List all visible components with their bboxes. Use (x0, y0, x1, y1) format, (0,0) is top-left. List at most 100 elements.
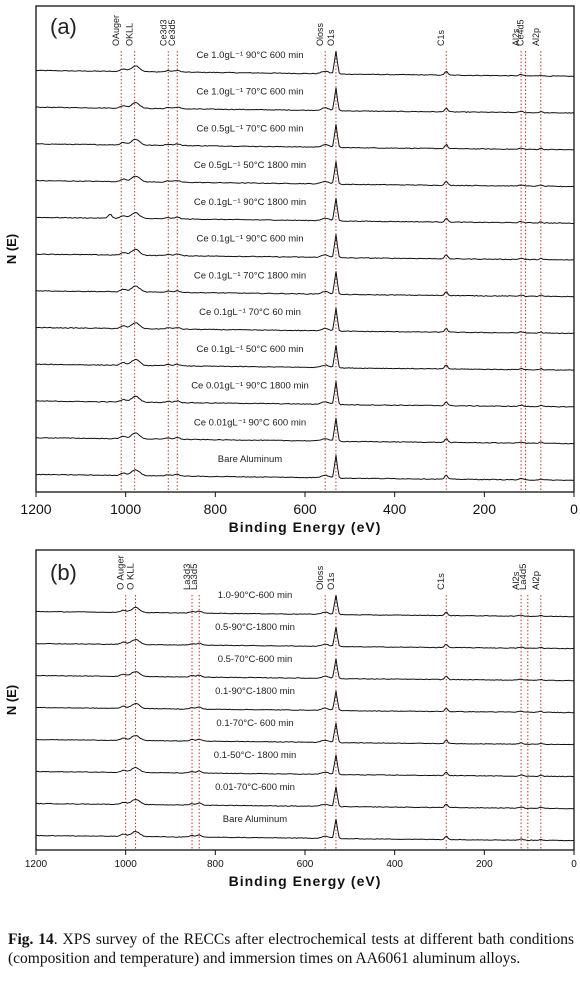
x-tick-label: 1000 (110, 501, 141, 517)
series-line (35, 455, 575, 482)
peak-label: Al2p (531, 28, 541, 46)
series-11: Bare Aluminum (35, 454, 575, 482)
peak-label: O1s (326, 572, 337, 590)
x-tick-label: 800 (207, 859, 224, 870)
series-1: Ce 1.0gL⁻¹ 70°C 600 min (35, 87, 575, 114)
series-line (36, 417, 574, 445)
series-label: Ce 0.1gL⁻¹ 90°C 600 min (196, 234, 303, 245)
series-label: Ce 0.5gL⁻¹ 50°C 1800 min (194, 160, 306, 171)
series-3: Ce 0.5gL⁻¹ 50°C 1800 min (35, 160, 575, 188)
caption-label: Fig. 14 (8, 931, 54, 948)
series-0: 1.0-90°C-600 min (36, 590, 575, 618)
series-line (35, 786, 575, 810)
x-axis-label: Binding Energy (eV) (229, 519, 382, 535)
peak-label: La3d5 (189, 564, 200, 590)
panel-label: (b) (50, 560, 77, 585)
series-5: 0.1-50°C- 1800 min (35, 750, 575, 778)
series-line (35, 124, 575, 151)
x-tick-label: 400 (383, 501, 407, 517)
y-axis-label: N (E) (4, 234, 19, 264)
series-line (35, 345, 575, 371)
series-8: Ce 0.1gL⁻¹ 50°C 600 min (35, 344, 575, 371)
series-6: 0.01-70°C-600 min (35, 782, 575, 810)
series-label: Ce 0.1gL⁻¹ 50°C 600 min (196, 344, 303, 355)
series-5: Ce 0.1gL⁻¹ 90°C 600 min (35, 234, 574, 261)
series-label: Ce 0.1gL⁻¹ 90°C 1800 min (194, 197, 306, 208)
series-label: Ce 0.1gL⁻¹ 70°C 1800 min (194, 270, 306, 281)
peak-label: C1s (436, 573, 447, 590)
series-1: 0.5-90°C-1800 min (36, 622, 575, 650)
x-tick-label: 1000 (115, 859, 138, 870)
series-line (35, 271, 575, 298)
x-tick-label: 1200 (20, 501, 51, 517)
x-tick-label: 200 (473, 501, 497, 517)
series-line (35, 307, 575, 335)
x-tick-label: 600 (297, 859, 314, 870)
peak-label: O KLL (126, 563, 137, 590)
series-label: 1.0-90°C-600 min (218, 590, 293, 601)
series-line (35, 658, 575, 682)
series-line (35, 197, 575, 225)
peak-label: Ce3d5 (167, 19, 177, 46)
series-label: 0.5-90°C-1800 min (215, 622, 295, 633)
series-label: Bare Aluminum (218, 454, 283, 465)
series-label: Ce 0.01gL⁻¹ 90°C 600 min (194, 417, 306, 428)
y-axis-label: N (E) (4, 685, 19, 715)
peak-label: C1s (436, 29, 446, 46)
series-label: 0.1-50°C- 1800 min (214, 750, 296, 761)
peak-label: OAuger (111, 15, 121, 46)
series-2: Ce 0.5gL⁻¹ 70°C 600 min (35, 123, 575, 151)
series-line (35, 754, 575, 778)
peak-label: Oloss (315, 22, 325, 46)
series-7: Ce 0.1gL⁻¹ 70°C 60 min (35, 307, 575, 335)
x-tick-label: 200 (476, 859, 493, 870)
series-line (35, 51, 575, 78)
peak-label: Al2p (531, 571, 542, 590)
series-label: Ce 0.5gL⁻¹ 70°C 600 min (196, 123, 303, 134)
peak-label: O1s (326, 29, 336, 46)
series-label: 0.1-70°C- 600 min (216, 718, 293, 729)
x-tick-label: 400 (386, 859, 403, 870)
x-tick-label: 0 (570, 501, 578, 517)
peak-label: OKLL (125, 23, 135, 46)
series-line (35, 818, 574, 842)
series-label: Ce 1.0gL⁻¹ 90°C 600 min (196, 50, 303, 61)
series-line (35, 722, 575, 746)
series-label: Ce 0.1gL⁻¹ 70°C 60 min (199, 307, 301, 318)
series-line (35, 87, 575, 114)
series-line (36, 626, 575, 650)
series-label: Ce 1.0gL⁻¹ 70°C 600 min (196, 87, 303, 98)
x-tick-label: 0 (571, 859, 577, 870)
figure-caption: Fig. 14. XPS survey of the RECCs after e… (8, 930, 574, 968)
peak-label: Ce4d5 (516, 19, 526, 46)
plot-frame (35, 549, 575, 851)
peak-label: Al2s (511, 28, 521, 46)
series-label: Bare Aluminum (223, 814, 288, 825)
series-6: Ce 0.1gL⁻¹ 70°C 1800 min (35, 270, 575, 298)
series-line (35, 234, 574, 261)
series-label: 0.1-90°C-1800 min (215, 686, 295, 697)
x-tick-label: 1200 (25, 859, 48, 870)
series-line (36, 595, 575, 618)
series-line (36, 690, 575, 714)
series-line (35, 381, 575, 408)
peak-label: Ce3d3 (158, 19, 168, 46)
peak-label: Oloss (315, 565, 326, 590)
series-label: 0.01-70°C-600 min (215, 782, 295, 793)
x-axis-label: Binding Energy (eV) (229, 873, 382, 889)
series-4: 0.1-70°C- 600 min (35, 718, 575, 746)
series-7: Bare Aluminum (35, 814, 574, 842)
series-0: Ce 1.0gL⁻¹ 90°C 600 min (35, 50, 575, 78)
series-line (35, 161, 575, 188)
peak-label: La3d3 (182, 564, 193, 590)
series-2: 0.5-70°C-600 min (35, 654, 575, 682)
x-tick-label: 600 (293, 501, 317, 517)
panel-label: (a) (50, 14, 77, 39)
x-tick-label: 800 (204, 501, 228, 517)
peak-label: La4d5 (518, 564, 529, 590)
peak-label: O Auger (116, 555, 127, 590)
